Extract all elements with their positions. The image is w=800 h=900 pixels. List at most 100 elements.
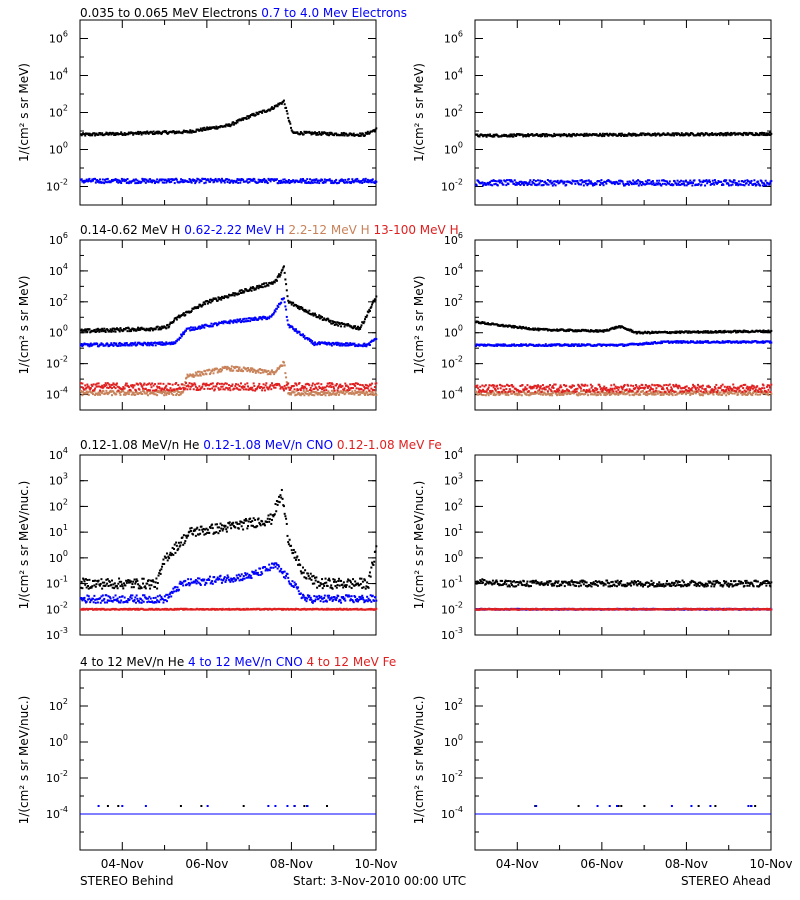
- data-point: [719, 329, 722, 332]
- data-point: [673, 331, 676, 334]
- data-point: [313, 387, 316, 390]
- data-point: [515, 388, 518, 391]
- data-point: [115, 327, 118, 330]
- data-point: [550, 392, 553, 395]
- data-point: [510, 383, 513, 386]
- data-point: [158, 342, 161, 345]
- data-point: [99, 328, 102, 331]
- data-point: [97, 382, 100, 385]
- data-point: [559, 135, 562, 138]
- data-point: [125, 327, 128, 330]
- data-point: [107, 387, 110, 390]
- data-point: [713, 179, 716, 182]
- data-point: [165, 393, 168, 396]
- data-point: [237, 320, 240, 323]
- data-point: [294, 393, 297, 396]
- data-point: [762, 329, 765, 332]
- data-point: [735, 331, 738, 334]
- data-point: [173, 319, 176, 322]
- data-point: [682, 134, 685, 137]
- data-point: [525, 387, 528, 390]
- data-point: [602, 330, 605, 333]
- data-point: [368, 132, 371, 135]
- data-point: [88, 177, 91, 180]
- data-point: [331, 383, 334, 386]
- data-point: [161, 178, 164, 181]
- data-point: [256, 369, 259, 372]
- data-point: [117, 344, 120, 347]
- data-point: [333, 180, 336, 183]
- data-point: [570, 343, 573, 346]
- data-point: [242, 118, 245, 121]
- data-point: [481, 181, 484, 184]
- data-point: [235, 181, 238, 184]
- data-point: [120, 182, 123, 185]
- data-point: [294, 304, 297, 307]
- data-point: [182, 386, 185, 389]
- data-point: [304, 383, 307, 386]
- data-point: [146, 130, 149, 133]
- data-point: [80, 328, 83, 331]
- data-point: [343, 134, 346, 137]
- data-point: [505, 388, 508, 391]
- data-point: [706, 331, 709, 334]
- data-point: [91, 179, 94, 182]
- data-point: [233, 294, 236, 297]
- data-point: [623, 391, 625, 394]
- data-point: [612, 132, 615, 135]
- data-point: [477, 320, 480, 323]
- data-point: [209, 371, 212, 374]
- data-point: [157, 341, 160, 344]
- data-point: [152, 384, 155, 387]
- data-point: [91, 385, 94, 388]
- data-point: [743, 329, 746, 332]
- data-point: [314, 391, 317, 394]
- data-point: [754, 182, 757, 185]
- data-point: [249, 320, 252, 323]
- data-point: [315, 133, 318, 136]
- data-point: [261, 283, 264, 286]
- data-point: [370, 305, 373, 308]
- data-point: [151, 344, 154, 347]
- data-point: [731, 392, 734, 395]
- data-point: [660, 393, 663, 396]
- data-point: [346, 389, 349, 392]
- data-point: [543, 133, 546, 136]
- data-point: [88, 345, 91, 348]
- data-point: [199, 327, 202, 330]
- data-point: [552, 180, 555, 183]
- data-point: [102, 390, 105, 393]
- data-point: [489, 391, 492, 394]
- data-point: [595, 133, 598, 136]
- data-point: [346, 324, 349, 327]
- data-point: [333, 389, 336, 392]
- data-point: [613, 181, 616, 184]
- data-point: [122, 344, 125, 347]
- data-point: [204, 383, 207, 386]
- data-point: [770, 132, 773, 135]
- data-point: [211, 369, 214, 372]
- data-point: [188, 327, 191, 330]
- data-point: [523, 388, 526, 391]
- data-point: [135, 182, 138, 185]
- data-point: [582, 393, 585, 396]
- data-point: [549, 388, 552, 391]
- data-point: [680, 179, 683, 182]
- data-point: [319, 132, 322, 135]
- data-point: [299, 178, 302, 181]
- data-point: [326, 342, 329, 345]
- data-point: [111, 327, 114, 330]
- data-point: [136, 179, 139, 182]
- data-point: [318, 317, 321, 320]
- data-point: [198, 325, 201, 328]
- data-point: [303, 394, 306, 397]
- data-point: [761, 330, 764, 333]
- data-point: [144, 387, 147, 390]
- data-point: [129, 180, 132, 183]
- data-point: [273, 383, 276, 386]
- data-point: [129, 388, 132, 391]
- data-point: [563, 181, 566, 184]
- data-point: [646, 332, 649, 335]
- data-point: [100, 133, 103, 136]
- data-point: [263, 282, 266, 285]
